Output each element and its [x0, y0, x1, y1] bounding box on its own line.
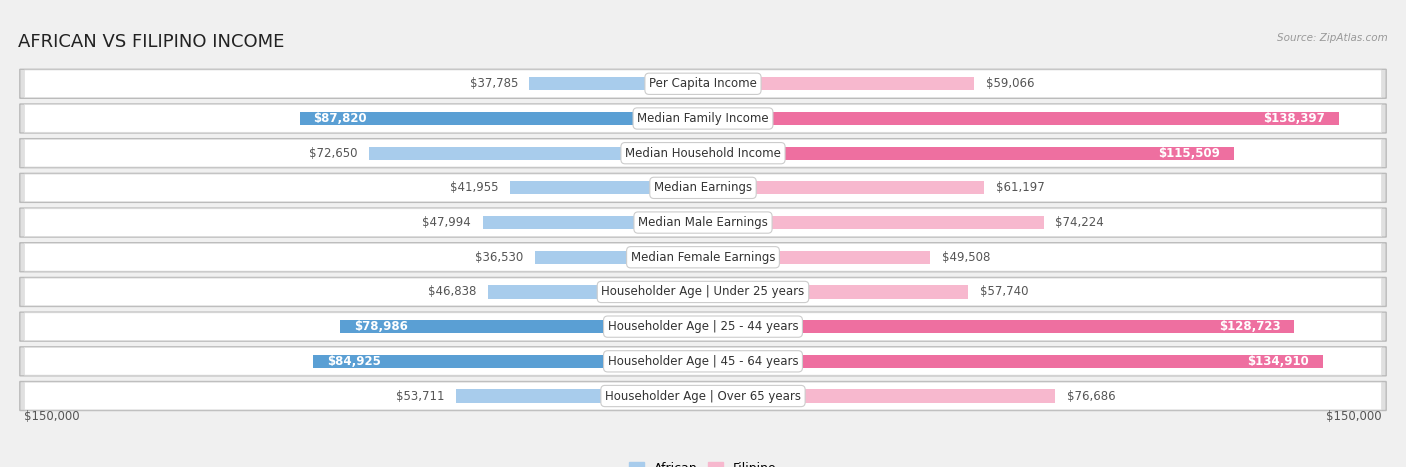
Bar	[482, 216, 703, 229]
Bar	[703, 355, 1323, 368]
Text: $84,925: $84,925	[326, 355, 381, 368]
FancyBboxPatch shape	[24, 105, 1382, 132]
FancyBboxPatch shape	[24, 139, 1382, 167]
FancyBboxPatch shape	[20, 69, 1386, 98]
FancyBboxPatch shape	[20, 139, 1386, 168]
FancyBboxPatch shape	[20, 208, 1386, 237]
FancyBboxPatch shape	[20, 277, 1386, 306]
Bar	[457, 389, 703, 403]
Text: $76,686: $76,686	[1067, 389, 1115, 403]
Bar	[314, 355, 703, 368]
Text: Median Earnings: Median Earnings	[654, 181, 752, 194]
Text: $74,224: $74,224	[1056, 216, 1104, 229]
Bar	[370, 147, 703, 160]
Bar	[703, 216, 1043, 229]
FancyBboxPatch shape	[20, 173, 1386, 202]
Bar	[530, 77, 703, 91]
Bar	[703, 320, 1294, 333]
Text: $150,000: $150,000	[1326, 410, 1382, 423]
Text: $46,838: $46,838	[427, 285, 477, 298]
Text: $36,530: $36,530	[475, 251, 524, 264]
FancyBboxPatch shape	[20, 347, 1386, 376]
Text: $134,910: $134,910	[1247, 355, 1309, 368]
Text: Median Male Earnings: Median Male Earnings	[638, 216, 768, 229]
Bar	[299, 112, 703, 125]
Bar	[340, 320, 703, 333]
Bar	[703, 389, 1056, 403]
Text: $37,785: $37,785	[470, 78, 517, 90]
Text: $128,723: $128,723	[1219, 320, 1281, 333]
Text: Median Household Income: Median Household Income	[626, 147, 780, 160]
Bar	[510, 181, 703, 194]
FancyBboxPatch shape	[24, 209, 1382, 236]
Text: Householder Age | Over 65 years: Householder Age | Over 65 years	[605, 389, 801, 403]
FancyBboxPatch shape	[24, 174, 1382, 202]
FancyBboxPatch shape	[20, 312, 1386, 341]
Text: Per Capita Income: Per Capita Income	[650, 78, 756, 90]
FancyBboxPatch shape	[24, 382, 1382, 410]
Bar	[703, 285, 969, 298]
FancyBboxPatch shape	[20, 104, 1386, 133]
Text: Source: ZipAtlas.com: Source: ZipAtlas.com	[1277, 33, 1388, 42]
Text: $78,986: $78,986	[354, 320, 408, 333]
Text: Median Family Income: Median Family Income	[637, 112, 769, 125]
Text: $59,066: $59,066	[986, 78, 1035, 90]
Text: $87,820: $87,820	[314, 112, 367, 125]
Text: Householder Age | Under 25 years: Householder Age | Under 25 years	[602, 285, 804, 298]
Text: $41,955: $41,955	[450, 181, 499, 194]
Text: $72,650: $72,650	[309, 147, 359, 160]
FancyBboxPatch shape	[24, 243, 1382, 271]
Text: $150,000: $150,000	[24, 410, 80, 423]
Text: Householder Age | 45 - 64 years: Householder Age | 45 - 64 years	[607, 355, 799, 368]
Bar	[488, 285, 703, 298]
Legend: African, Filipino: African, Filipino	[624, 457, 782, 467]
Bar	[703, 77, 974, 91]
FancyBboxPatch shape	[24, 313, 1382, 340]
Bar	[703, 112, 1339, 125]
Text: $138,397: $138,397	[1263, 112, 1324, 125]
FancyBboxPatch shape	[20, 243, 1386, 272]
Bar	[703, 181, 984, 194]
Bar	[703, 251, 931, 264]
Text: $47,994: $47,994	[422, 216, 471, 229]
FancyBboxPatch shape	[24, 70, 1382, 98]
Text: Householder Age | 25 - 44 years: Householder Age | 25 - 44 years	[607, 320, 799, 333]
Text: Median Female Earnings: Median Female Earnings	[631, 251, 775, 264]
Bar	[536, 251, 703, 264]
FancyBboxPatch shape	[24, 278, 1382, 306]
Text: $115,509: $115,509	[1159, 147, 1220, 160]
FancyBboxPatch shape	[20, 382, 1386, 410]
Text: $49,508: $49,508	[942, 251, 990, 264]
FancyBboxPatch shape	[24, 347, 1382, 375]
Text: $61,197: $61,197	[995, 181, 1045, 194]
Text: $53,711: $53,711	[396, 389, 444, 403]
Text: $57,740: $57,740	[980, 285, 1028, 298]
Bar	[703, 147, 1233, 160]
Text: AFRICAN VS FILIPINO INCOME: AFRICAN VS FILIPINO INCOME	[18, 33, 284, 51]
